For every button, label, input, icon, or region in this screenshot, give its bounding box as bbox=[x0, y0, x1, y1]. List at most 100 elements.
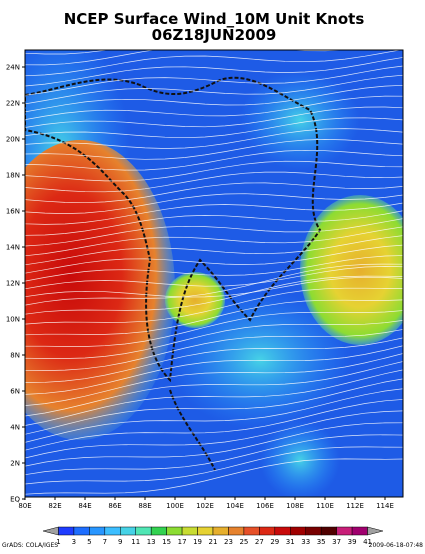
colorbar-box bbox=[259, 526, 276, 536]
colorbar-label: 25 bbox=[239, 538, 248, 546]
colorbar-box bbox=[274, 526, 291, 536]
colorbar-box bbox=[135, 526, 152, 536]
colorbar-box bbox=[166, 526, 183, 536]
streamline bbox=[25, 160, 403, 182]
lat-label: 10N bbox=[6, 316, 20, 324]
streamline bbox=[25, 378, 403, 435]
lon-label: 114E bbox=[376, 502, 394, 510]
lon-label: 88E bbox=[138, 502, 151, 510]
colorbar-label: 15 bbox=[162, 538, 171, 546]
streamline bbox=[25, 422, 403, 470]
streamline bbox=[25, 287, 403, 330]
streamline bbox=[25, 218, 403, 247]
lon-label: 102E bbox=[196, 502, 214, 510]
lon-label: 86E bbox=[108, 502, 121, 510]
colorbar-label: 35 bbox=[317, 538, 326, 546]
map-frame bbox=[24, 49, 404, 498]
streamline bbox=[25, 434, 403, 480]
streamline bbox=[25, 117, 403, 140]
footer-left: GrADS: COLA/IGES bbox=[2, 542, 58, 549]
streamline bbox=[25, 353, 403, 406]
colorbar-box bbox=[150, 526, 167, 536]
streamline bbox=[25, 329, 403, 371]
footer-right: 2009-06-18-07:48 bbox=[369, 542, 424, 549]
colorbar-box bbox=[120, 526, 136, 536]
streamline bbox=[25, 388, 403, 443]
subtitle: 06Z18JUN2009 bbox=[152, 26, 277, 44]
colorbar-label: 23 bbox=[224, 538, 233, 546]
lat-label: 8N bbox=[10, 352, 20, 360]
streamline bbox=[25, 299, 403, 340]
streamline bbox=[25, 50, 110, 55]
streamline bbox=[25, 84, 403, 113]
lon-label: 106E bbox=[256, 502, 274, 510]
colorbar-label: 9 bbox=[118, 538, 122, 546]
streamline bbox=[25, 263, 403, 310]
streamline bbox=[25, 128, 403, 150]
colorbar-box bbox=[58, 526, 75, 536]
lon-label: 110E bbox=[316, 502, 334, 510]
streamline bbox=[25, 361, 403, 417]
streamline bbox=[25, 276, 403, 300]
colorbar-label: 1 bbox=[56, 538, 60, 546]
map-field bbox=[25, 50, 403, 497]
streamline bbox=[25, 57, 403, 87]
colorbar-label: 19 bbox=[193, 538, 202, 546]
streamline bbox=[25, 182, 403, 204]
lat-label: 18N bbox=[6, 172, 20, 180]
streamline bbox=[25, 399, 403, 451]
streamline bbox=[25, 226, 403, 257]
streamline bbox=[25, 235, 403, 266]
colorbar-box bbox=[104, 526, 121, 536]
colorbar-box bbox=[351, 526, 368, 536]
lat-label: 12N bbox=[6, 280, 20, 288]
streamline bbox=[25, 210, 403, 236]
colorbar-triangle bbox=[367, 526, 384, 536]
colorbar-label: 5 bbox=[87, 538, 91, 546]
colorbar-label: 41 bbox=[363, 538, 372, 546]
lon-label: 80E bbox=[18, 502, 31, 510]
lon-label: 108E bbox=[286, 502, 304, 510]
streamline bbox=[25, 244, 403, 274]
streamline bbox=[25, 202, 403, 225]
colorbar-label: 37 bbox=[332, 538, 341, 546]
colorbar-triangle bbox=[42, 526, 59, 536]
lat-label: EQ bbox=[10, 496, 20, 504]
colorbar-box bbox=[320, 526, 337, 536]
streamline bbox=[25, 65, 403, 96]
colorbar-label: 13 bbox=[147, 538, 156, 546]
lat-axis: 24N 22N 20N 18N 16N 14N 12N 10N 8N 6N 4N 2N EQ bbox=[6, 64, 25, 504]
streamline bbox=[25, 310, 403, 350]
lon-label: 84E bbox=[78, 502, 91, 510]
colorbar-box bbox=[228, 526, 245, 536]
streamline bbox=[25, 171, 403, 193]
colorbar-box bbox=[89, 526, 106, 536]
lat-label: 24N bbox=[6, 64, 20, 72]
colorbar-label: 33 bbox=[301, 538, 310, 546]
lat-label: 20N bbox=[6, 136, 20, 144]
streamline bbox=[25, 345, 403, 395]
streamline bbox=[25, 106, 403, 130]
colorbar-label: 39 bbox=[348, 538, 357, 546]
streamline bbox=[25, 446, 403, 490]
lat-label: 22N bbox=[6, 100, 20, 108]
colorbar-label: 11 bbox=[131, 538, 140, 546]
streamlines bbox=[25, 50, 403, 497]
colorbar-label: 17 bbox=[178, 538, 187, 546]
colorbar-label: 7 bbox=[103, 538, 107, 546]
title: NCEP Surface Wind_10M Unit Knots bbox=[64, 10, 365, 28]
colorbar-label: 21 bbox=[209, 538, 218, 546]
colorbar-box bbox=[181, 526, 198, 536]
lon-axis: 80E 82E 84E 86E 88E 100E 102E 104E 106E 108E 110E 1… bbox=[18, 497, 394, 510]
streamline bbox=[25, 369, 403, 426]
lat-label: 2N bbox=[10, 460, 20, 468]
lon-label: 100E bbox=[166, 502, 184, 510]
lon-label: 112E bbox=[346, 502, 364, 510]
streamline bbox=[25, 410, 403, 460]
streamline bbox=[25, 193, 403, 214]
streamline bbox=[25, 74, 403, 105]
streamline bbox=[25, 275, 403, 320]
streamline bbox=[25, 458, 403, 497]
colorbar-box bbox=[290, 526, 306, 536]
